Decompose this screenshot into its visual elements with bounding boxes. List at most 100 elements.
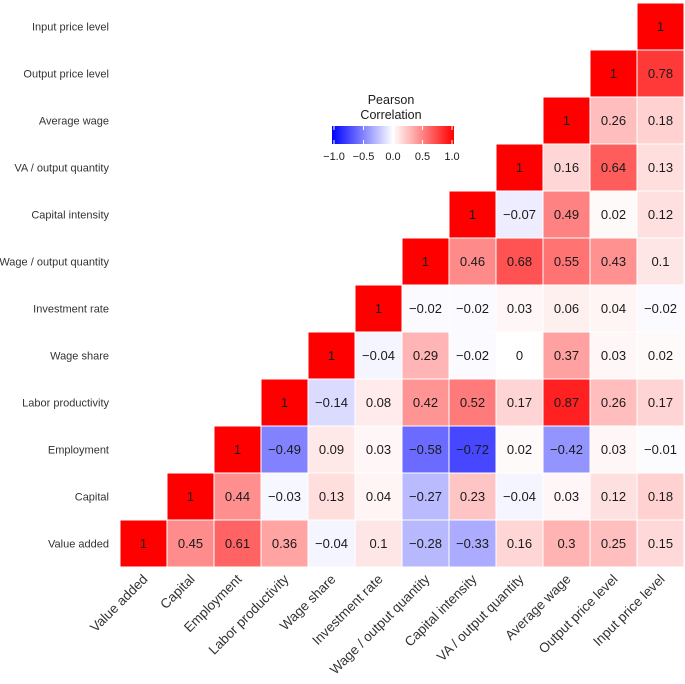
cell-value: 0.08 xyxy=(366,395,391,410)
cell-labor-productivity-output-price-level xyxy=(589,378,638,427)
heatmap-cell: 0.09 xyxy=(307,425,356,474)
cell-wage-share-wage-share xyxy=(307,331,356,380)
cell-employment-capital-intensity xyxy=(448,425,497,474)
legend-title-line1: Pearson xyxy=(368,93,415,107)
heatmap-cell: 0.26 xyxy=(589,96,638,145)
heatmap-cell: 0.04 xyxy=(589,284,638,333)
cell-value: 0.04 xyxy=(366,489,391,504)
heatmap-cell: 0.13 xyxy=(307,472,356,521)
heatmap-cell: 0.42 xyxy=(401,378,450,427)
cell-value: 1 xyxy=(234,442,241,457)
cell-average-wage-input-price-level xyxy=(636,96,685,145)
legend-tick-label: −1.0 xyxy=(323,151,345,163)
cell-employment-wage-output-quantity xyxy=(401,425,450,474)
row-label-investment-rate: Investment rate xyxy=(33,304,109,316)
cell-value: 0 xyxy=(516,348,523,363)
heatmap-cell: 0.17 xyxy=(636,378,685,427)
cell-value: −0.04 xyxy=(362,348,395,363)
heatmap-cell: 0.03 xyxy=(589,425,638,474)
cell-value: 1 xyxy=(187,489,194,504)
heatmap-cell: 0.16 xyxy=(495,519,544,568)
cell-value: 0.25 xyxy=(601,536,626,551)
cell-value: 0.42 xyxy=(413,395,438,410)
heatmap-cells: 1 0.45 0.61 0.36 −0.04 0.1 −0.28 −0.33 0.16 0.3 0.… xyxy=(119,2,685,568)
cell-value: 1 xyxy=(140,536,147,551)
cell-value: 0.18 xyxy=(648,489,673,504)
cell-input-price-level-input-price-level xyxy=(636,2,685,51)
cell-wage-share-va-output-quantity xyxy=(495,331,544,380)
cell-wage-share-average-wage xyxy=(542,331,591,380)
cell-value-added-input-price-level xyxy=(636,519,685,568)
heatmap-cell: 0.43 xyxy=(589,237,638,286)
cell-value-added-capital-intensity xyxy=(448,519,497,568)
heatmap-cell: 1 xyxy=(401,237,450,286)
heatmap-cell: 0.02 xyxy=(495,425,544,474)
cell-value: 0.55 xyxy=(554,254,579,269)
cell-capital-wage-share xyxy=(307,472,356,521)
heatmap-cell: 1 xyxy=(495,143,544,192)
cell-value: 0.12 xyxy=(648,207,673,222)
cell-labor-productivity-input-price-level xyxy=(636,378,685,427)
heatmap-cell: 0.13 xyxy=(636,143,685,192)
cell-value: 0.1 xyxy=(651,254,669,269)
cell-wage-share-input-price-level xyxy=(636,331,685,380)
heatmap-cell: 0.52 xyxy=(448,378,497,427)
cell-value: −0.03 xyxy=(268,489,301,504)
legend-tick-label: −0.5 xyxy=(353,151,375,163)
cell-value: 0.13 xyxy=(648,160,673,175)
cell-value: −0.02 xyxy=(644,301,677,316)
cell-value: 0.29 xyxy=(413,348,438,363)
cell-wage-share-wage-output-quantity xyxy=(401,331,450,380)
heatmap-cell: 0.18 xyxy=(636,472,685,521)
cell-value: −0.72 xyxy=(456,442,489,457)
heatmap-cell: 0.02 xyxy=(589,190,638,239)
cell-value: 0.1 xyxy=(369,536,387,551)
cell-value: 1 xyxy=(281,395,288,410)
heatmap-cell: −0.33 xyxy=(448,519,497,568)
cell-labor-productivity-capital-intensity xyxy=(448,378,497,427)
heatmap-cell: 0.03 xyxy=(354,425,403,474)
cell-value-added-capital xyxy=(166,519,215,568)
heatmap-cell: −0.02 xyxy=(448,331,497,380)
heatmap-cell: −0.49 xyxy=(260,425,309,474)
heatmap-cell: 1 xyxy=(589,49,638,98)
cell-value: 0.87 xyxy=(554,395,579,410)
heatmap-cell: 0.37 xyxy=(542,331,591,380)
cell-value-added-investment-rate xyxy=(354,519,403,568)
cell-investment-rate-va-output-quantity xyxy=(495,284,544,333)
row-label-labor-productivity: Labor productivity xyxy=(22,398,109,410)
heatmap-cell: 0.25 xyxy=(589,519,638,568)
heatmap-cell: 0.87 xyxy=(542,378,591,427)
heatmap-cell: 0.64 xyxy=(589,143,638,192)
cell-value: 1 xyxy=(563,113,570,128)
heatmap-cell: 1 xyxy=(213,425,262,474)
heatmap-cell: 1 xyxy=(448,190,497,239)
heatmap-cell: 1 xyxy=(119,519,168,568)
heatmap-cell: 0.15 xyxy=(636,519,685,568)
cell-value-added-wage-output-quantity xyxy=(401,519,450,568)
cell-va-output-quantity-va-output-quantity xyxy=(495,143,544,192)
heatmap-cell: −0.01 xyxy=(636,425,685,474)
heatmap-cell: −0.07 xyxy=(495,190,544,239)
row-label-va-output-quantity: VA / output quantity xyxy=(14,163,109,175)
cell-value: 0.16 xyxy=(507,536,532,551)
cell-value: −0.01 xyxy=(644,442,677,457)
heatmap-cell: 0.03 xyxy=(542,472,591,521)
cell-value: 0.17 xyxy=(507,395,532,410)
cell-value: 0.78 xyxy=(648,66,673,81)
cell-value: 0.61 xyxy=(225,536,250,551)
heatmap-cell: 0.3 xyxy=(542,519,591,568)
cell-value: 0.03 xyxy=(601,442,626,457)
column-label-va-output-quantity: VA / output quantity xyxy=(434,571,527,664)
cell-value: 0.26 xyxy=(601,113,626,128)
cell-value: −0.02 xyxy=(456,348,489,363)
cell-value: 0.04 xyxy=(601,301,626,316)
cell-capital-capital-intensity xyxy=(448,472,497,521)
cell-value: 1 xyxy=(328,348,335,363)
column-label-capital: Capital xyxy=(157,572,197,612)
cell-output-price-level-output-price-level xyxy=(589,49,638,98)
legend-tick-label: 0.5 xyxy=(415,151,430,163)
cell-labor-productivity-labor-productivity xyxy=(260,378,309,427)
heatmap-cell: 1 xyxy=(166,472,215,521)
